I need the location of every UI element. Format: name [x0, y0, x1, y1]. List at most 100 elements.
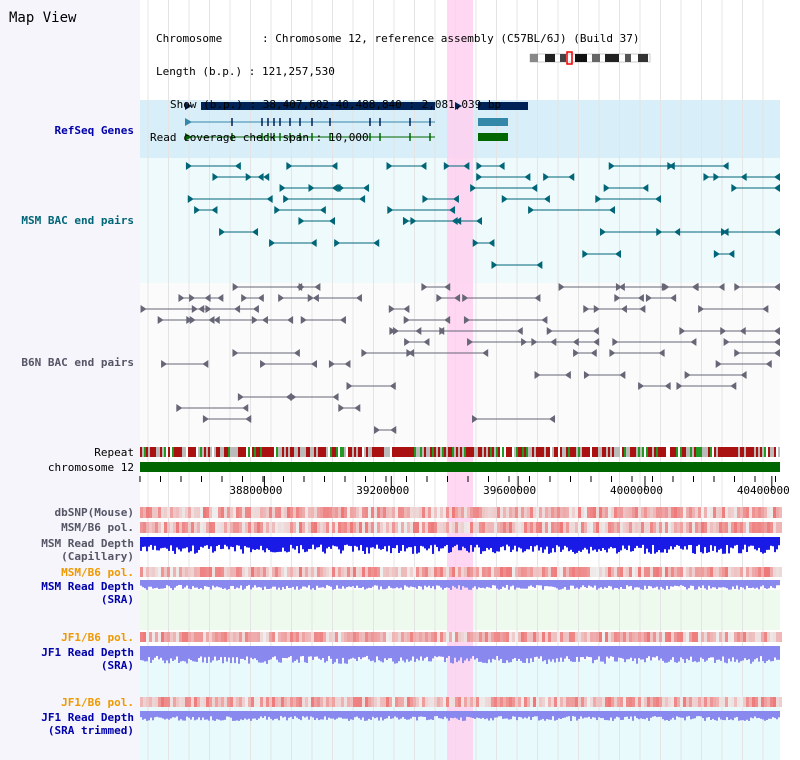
jf1-trimmed-depth-bar — [252, 711, 254, 719]
jf1-b6-pol2-heat-cell — [332, 697, 335, 707]
msm-b6-pol2-heat-cell — [545, 567, 548, 577]
jf1-trimmed-depth-bar — [188, 711, 190, 718]
msm-b6-pol-heat-cell — [716, 522, 719, 533]
repeat-segment — [538, 447, 540, 457]
jf1-b6-pol-heat-cell — [734, 632, 737, 642]
msm-sra-depth-bar — [346, 580, 348, 588]
msm-sra-depth-bar — [536, 580, 538, 586]
jf1-sra-depth-bar — [696, 646, 698, 663]
msm-sra-depth-bar — [380, 580, 382, 587]
track-label-msm-b6-pol[interactable]: MSM/B6 pol. — [61, 521, 134, 534]
jf1-b6-pol-heat-cell — [722, 632, 725, 642]
msm-capillary-depth-bar — [682, 537, 684, 550]
msm-capillary-depth-bar — [166, 537, 168, 549]
track-label-msm-depth-sra[interactable]: MSM Read Depth (SRA) — [41, 580, 134, 606]
msm-capillary-depth-bar — [706, 537, 708, 553]
track-label-msm-b6-pol-2[interactable]: MSM/B6 pol. — [61, 566, 134, 579]
msm-capillary-depth-bar — [186, 537, 188, 548]
repeat-segment — [752, 447, 754, 457]
track-label-jf1-b6-pol[interactable]: JF1/B6 pol. — [61, 631, 134, 644]
jf1-b6-pol-heat-cell — [212, 632, 215, 642]
repeat-segment — [172, 447, 174, 457]
jf1-b6-pol-heat-cell — [587, 632, 590, 642]
jf1-trimmed-depth-bar — [548, 711, 550, 720]
jf1-b6-pol2-heat-cell — [593, 697, 596, 707]
repeat-segment — [470, 447, 472, 457]
jf1-trimmed-depth-bar — [304, 711, 306, 718]
jf1-trimmed-depth-bar — [226, 711, 228, 717]
msm-bac-pair-end — [403, 217, 410, 225]
track-label-chromosome[interactable]: chromosome 12 — [47, 461, 134, 474]
b6n-bac-pair-end — [730, 382, 737, 390]
msm-bac-pair-end — [410, 217, 417, 225]
dbsnp-heat-cell — [398, 507, 401, 518]
jf1-b6-pol2-heat-cell — [152, 697, 155, 707]
track-label-msm-bac[interactable]: MSM BAC end pairs — [21, 214, 134, 227]
jf1-sra-depth-bar — [742, 646, 744, 661]
msm-capillary-depth-bar — [412, 537, 414, 554]
b6n-bac-pair-end — [404, 338, 411, 346]
track-label-repeat[interactable]: Repeat — [94, 446, 134, 459]
msm-b6-pol-heat-cell — [254, 522, 257, 533]
jf1-b6-pol-heat-cell — [314, 632, 317, 642]
jf1-trimmed-depth-bar — [344, 711, 346, 719]
jf1-b6-pol-heat-cell — [728, 632, 731, 642]
msm-sra-depth-bar — [600, 580, 602, 588]
msm-sra-depth-bar — [246, 580, 248, 587]
jf1-trimmed-depth-bar — [296, 711, 298, 718]
track-label-b6n-bac[interactable]: B6N BAC end pairs — [21, 356, 134, 369]
jf1-trimmed-depth-bar — [666, 711, 668, 721]
msm-b6-pol-heat-cell — [266, 522, 269, 533]
track-label-refseq[interactable]: RefSeq Genes — [54, 124, 134, 137]
jf1-trimmed-depth-bar — [158, 711, 160, 718]
msm-b6-pol2-heat-cell — [482, 567, 485, 577]
msm-b6-pol2-heat-cell — [689, 567, 692, 577]
track-label-jf1-b6-pol-2[interactable]: JF1/B6 pol. — [61, 696, 134, 709]
msm-sra-depth-bar — [366, 580, 368, 589]
msm-depth-cap-line2: (Capillary) — [61, 550, 134, 563]
msm-capillary-depth-bar — [240, 537, 242, 550]
jf1-b6-pol2-heat-cell — [731, 697, 734, 707]
jf1-sra-depth-bar — [388, 646, 390, 659]
msm-capillary-depth-bar — [756, 537, 758, 551]
msm-b6-pol2-heat-cell — [353, 567, 356, 577]
b6n-bac-pair-end — [664, 382, 671, 390]
msm-bac-pair-end — [608, 206, 615, 214]
msm-bac-pair-end — [543, 173, 550, 181]
msm-b6-pol-heat-cell — [332, 522, 335, 533]
msm-sra-depth-bar — [182, 580, 184, 589]
msm-b6-pol-heat-cell — [452, 522, 455, 533]
repeat-segment — [438, 447, 440, 457]
msm-capillary-depth-bar — [482, 537, 484, 552]
msm-b6-pol2-heat-cell — [521, 567, 524, 577]
jf1-trimmed-depth-bar — [644, 711, 646, 720]
msm-bac-pair-end — [528, 206, 535, 214]
repeat-segment — [520, 447, 522, 457]
jf1-sra-depth-bar — [726, 646, 728, 664]
msm-capillary-depth-bar — [422, 537, 424, 547]
repeat-segment — [522, 447, 524, 457]
repeat-segment — [162, 447, 164, 457]
track-label-msm-depth-capillary[interactable]: MSM Read Depth (Capillary) — [41, 537, 134, 563]
jf1-sra-depth-bar — [250, 646, 252, 658]
track-label-jf1-depth-sra[interactable]: JF1 Read Depth (SRA) — [41, 646, 134, 672]
repeat-segment — [686, 447, 688, 457]
msm-b6-pol2-heat-cell — [515, 567, 518, 577]
jf1-sra-depth-bar — [438, 646, 440, 657]
jf1-trimmed-depth-bar — [458, 711, 460, 720]
track-label-dbsnp[interactable]: dbSNP(Mouse) — [54, 506, 134, 519]
dbsnp-heat-cell — [677, 507, 680, 518]
repeat-segment — [478, 447, 480, 457]
msm-sra-depth-bar — [490, 580, 492, 589]
track-label-jf1-depth-trimmed[interactable]: JF1 Read Depth (SRA trimmed) — [41, 711, 134, 737]
msm-capillary-depth-bar — [704, 537, 706, 548]
msm-capillary-depth-bar — [542, 537, 544, 553]
jf1-sra-depth-bar — [714, 646, 716, 663]
msm-sra-depth-bar — [236, 580, 238, 588]
msm-capillary-depth-bar — [646, 537, 648, 549]
msm-sra-depth-bar — [514, 580, 516, 590]
msm-sra-depth-bar — [404, 580, 406, 586]
jf1-trimmed-depth-bar — [664, 711, 666, 721]
msm-sra-depth-bar — [664, 580, 666, 590]
